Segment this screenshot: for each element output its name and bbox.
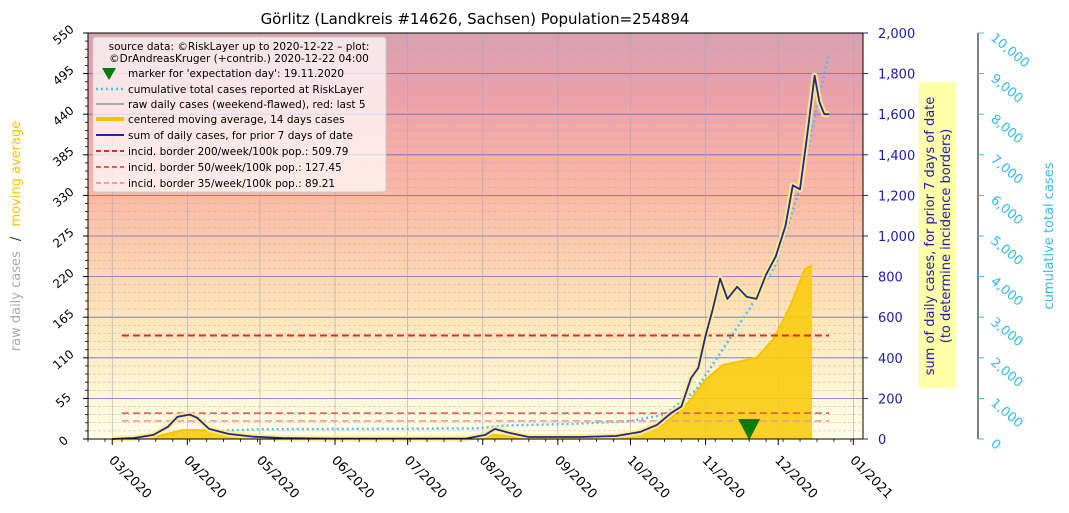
left-axis-tick-label: 385: [50, 144, 77, 169]
left-axis-label-ma: moving average: [9, 121, 24, 227]
legend-entry-marker: marker for 'expectation day': 19.11.2020: [128, 68, 344, 80]
right-axis-2-tick-label: 1,000: [987, 396, 1025, 431]
right-axis-2-tick-label: 9,000: [987, 71, 1025, 106]
right-axis-1-tick-label: 1,200: [878, 189, 915, 204]
right-axis-1-tick-label: 1,400: [878, 149, 915, 164]
legend-entry-sum7: sum of daily cases, for prior 7 days of …: [128, 130, 353, 142]
right-axis-label-2-text: cumulative total cases: [1042, 162, 1057, 309]
left-axis-tick-label: 165: [50, 306, 77, 331]
x-axis-tick-label: 11/2020: [699, 453, 748, 502]
left-axis-tick-label: 440: [50, 103, 77, 128]
legend: source data: ©RiskLayer up to 2020-12-22…: [92, 36, 387, 193]
legend-entry-raw: raw daily cases (weekend-flawed), red: l…: [128, 99, 366, 111]
right-axis-1-tick-label: 800: [878, 271, 903, 286]
legend-source-line-2: ©DrAndreasKruger (+contrib.) 2020-12-22 …: [109, 53, 369, 65]
right-axis-1-tick-label: 2,000: [878, 27, 915, 42]
right-axis-label-1-line2: (to determine incidence borders): [939, 129, 954, 344]
x-axis-tick-label: 01/2021: [846, 453, 895, 502]
left-axis-tick-label: 55: [53, 390, 74, 411]
left-axis-label-slash: /: [9, 236, 24, 241]
right-axis-label-box: [919, 82, 956, 388]
legend-source-line-1: source data: ©RiskLayer up to 2020-12-22…: [109, 41, 370, 53]
right-axis-2-tick-label: 3,000: [987, 315, 1025, 350]
x-axis-tick-label: 12/2020: [771, 453, 820, 502]
right-axis-1-tick-label: 0: [878, 433, 886, 448]
right-axis-2-tick-label: 7,000: [987, 152, 1025, 187]
expectation-day-marker: [738, 419, 761, 440]
right-axis-2-tick-label: 2,000: [987, 355, 1025, 390]
right-axis-2-tick-label: 4,000: [987, 274, 1025, 309]
right-axis-1-tick-label: 1,000: [878, 230, 915, 245]
left-axis-tick-label: 330: [50, 185, 77, 210]
x-axis-tick-label: 03/2020: [105, 453, 154, 502]
legend-box: [92, 36, 387, 193]
right-axis-1-tick-label: 200: [878, 392, 903, 407]
x-axis-tick-label: 10/2020: [624, 453, 673, 502]
right-axis-label-1: sum of daily cases, for prior 7 days of …: [923, 97, 954, 376]
left-axis-tick-label: 275: [50, 225, 77, 250]
left-axis-label-raw: raw daily cases: [9, 251, 24, 351]
legend-entry-moving-average: centered moving average, 14 days cases: [128, 114, 345, 126]
right-axis-label-1-line1: sum of daily cases, for prior 7 days of …: [923, 97, 938, 376]
right-axis-2-tick-label: 5,000: [987, 234, 1025, 269]
legend-entry-border-200: incid. border 200/week/100k pop.: 509.79: [128, 146, 348, 158]
left-axis-label: raw daily cases / moving average: [9, 121, 24, 351]
x-axis-tick-label: 07/2020: [401, 453, 450, 502]
left-axis-tick-label: 220: [50, 266, 77, 291]
right-axis-1-tick-label: 400: [878, 352, 903, 367]
right-axis-label-2: cumulative total cases: [1042, 162, 1057, 309]
x-axis-tick-label: 08/2020: [476, 453, 525, 502]
right-axis-2-tick-label: 10,000: [987, 31, 1031, 72]
x-axis-tick-label: 06/2020: [328, 453, 377, 502]
legend-entry-border-50: incid. border 50/week/100k pop.: 127.45: [128, 162, 342, 174]
right-axis-1-tick-label: 1,800: [878, 68, 915, 83]
data-layer: [112, 53, 831, 442]
right-axis-2-tick-label: 8,000: [987, 112, 1025, 147]
series-cumulative: [112, 53, 831, 441]
left-axis-tick-label: 550: [50, 22, 77, 47]
chart-title: Görlitz (Landkreis #14626, Sachsen) Popu…: [261, 10, 690, 28]
left-axis-tick-label: 110: [50, 347, 77, 372]
x-axis-tick-label: 09/2020: [551, 453, 600, 502]
series-sum7-line: [112, 74, 830, 440]
right-axis-1-tick-label: 600: [878, 311, 903, 326]
legend-entry-border-35: incid. border 35/week/100k pop.: 89.21: [128, 178, 335, 190]
legend-marker-triangle-icon: [102, 68, 116, 80]
left-axis-tick-label: 0: [56, 433, 71, 449]
left-axis-tick-label: 495: [50, 63, 77, 88]
right-axis-1-tick-label: 1,600: [878, 108, 915, 123]
legend-entry-cumulative: cumulative total cases reported at RiskL…: [128, 84, 364, 96]
x-axis-tick-label: 05/2020: [253, 453, 302, 502]
right-axis-2-tick-label: 6,000: [987, 193, 1025, 228]
svg-text:raw daily cases /: raw daily cases / moving average: [9, 121, 24, 351]
x-axis-tick-label: 04/2020: [180, 453, 229, 502]
right-axis-2-tick-label: 0: [987, 437, 1003, 454]
